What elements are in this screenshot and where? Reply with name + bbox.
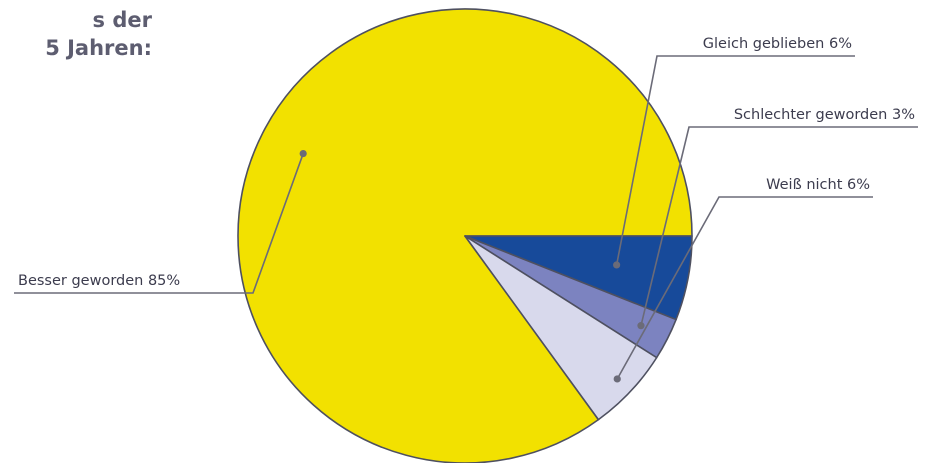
- leader-dot-gleich: [613, 261, 621, 269]
- leader-dot-besser: [299, 149, 307, 158]
- slice-label-schlechter: Schlechter geworden 3%: [734, 107, 915, 123]
- leader-line-weiss-nicht: [616, 196, 873, 380]
- pie-slice-weiss-nicht: [464, 235, 658, 421]
- chart-title-line-2: 5 Jahren:: [45, 36, 152, 60]
- chart-title: s der 5 Jahren:: [0, 6, 152, 62]
- leader-line-gleich: [615, 55, 855, 266]
- leader-dot-schlechter: [637, 322, 645, 330]
- slice-labels: Besser geworden 85% Gleich geblieben 6% Sc…: [18, 36, 915, 289]
- leader-line-besser: [14, 153, 304, 294]
- leader-dot-weiss-nicht: [613, 375, 621, 383]
- leader-lines: [14, 55, 918, 383]
- slice-label-besser: Besser geworden 85%: [18, 273, 180, 289]
- chart-title-line-1: s der: [92, 8, 152, 32]
- slice-label-gleich: Gleich geblieben 6%: [703, 36, 852, 52]
- slice-label-weiss-nicht: Weiß nicht 6%: [766, 177, 870, 193]
- leader-line-schlechter: [640, 126, 918, 326]
- pie-slices: [237, 8, 693, 463]
